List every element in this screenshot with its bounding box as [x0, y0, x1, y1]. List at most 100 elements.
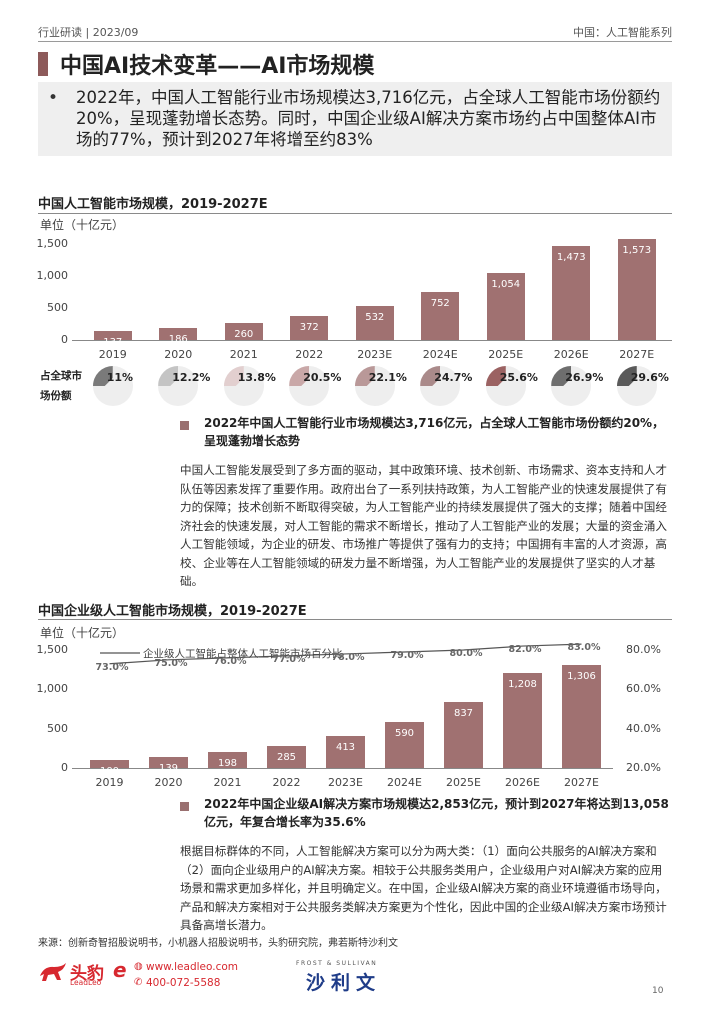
chart2-bar-value: 1,208 [508, 678, 537, 690]
chart1-share-wedge [551, 366, 572, 386]
chart2-x-tick: 2023E [328, 776, 363, 789]
chart2-x-tick: 2021 [213, 776, 242, 789]
chart2-ylabel: 单位（十亿元） [40, 626, 125, 640]
chart1-share-pie [289, 366, 330, 406]
chart2-bar-value: 413 [335, 741, 356, 753]
footer-brand-cn: 头豹 [70, 964, 104, 984]
header-left: 行业研读 | 2023/09 [38, 26, 139, 39]
chart2-bar [90, 760, 129, 768]
chart1-share-wedge [223, 366, 244, 386]
chart1-y-tick: 1,000 [36, 269, 69, 282]
chart2-y-tick: 1,000 [36, 682, 69, 696]
chart2-line-value: 73.0% [95, 661, 129, 673]
chart1-share-pie [223, 366, 264, 406]
chart2-y2-tick: 40.0% [626, 721, 661, 735]
chart1-share-label-1: 占全球市 [40, 370, 82, 382]
section1-bullet [180, 421, 189, 430]
chart2-x-tick: 2024E [387, 776, 422, 789]
chart2-x-tick: 2027E [564, 776, 599, 789]
leopard-logo-icon [38, 960, 68, 984]
chart1-share-pie [92, 366, 133, 406]
chart2-bar-value: 139 [158, 763, 179, 775]
chart2-title-divider [38, 619, 672, 620]
chart2-bar [385, 721, 424, 768]
chart1-bar-value: 532 [365, 311, 385, 323]
section1-highlight: 2022年中国人工智能行业市场规模达3,716亿元，占全球人工智能市场份额约20… [204, 416, 665, 448]
chart1-x-tick: 2022 [295, 348, 324, 361]
chart1-share-pie [420, 366, 461, 406]
chart2-y-tick: 1,500 [36, 643, 69, 656]
chart1-bar [552, 245, 591, 340]
chart1-share-label-2: 场份额 [40, 390, 72, 402]
chart2-line-value: 76.0% [213, 655, 247, 667]
chart1-bar-value: 372 [299, 322, 319, 334]
chart2-x-tick: 2019 [95, 776, 124, 789]
chart2-bar [326, 735, 365, 768]
chart2-y-tick: 500 [47, 721, 68, 735]
chart1-plot: 0 500 1,000 1,500 137 2019 186 2020 260 2021 372 20… [0, 0, 710, 420]
chart1-bar [355, 305, 394, 340]
chart1-share-value: 20.5% [303, 371, 342, 384]
partner-logo-caption: FROST & SULLIVAN [296, 960, 378, 967]
summary-bullet: • [48, 88, 59, 108]
chart2-bar [503, 672, 542, 768]
footer-phone: 400-072-5588 [146, 977, 221, 989]
chart1-x-axis [72, 340, 672, 341]
header-divider [38, 41, 672, 42]
chart1-y-tick: 500 [47, 301, 68, 314]
chart1-bar [617, 239, 656, 340]
chart2-share-line [109, 643, 582, 665]
section2-body: 根据目标群体的不同，人工智能解决方案可以分为两大类：（1）面向公共服务的AI解决… [180, 844, 667, 932]
chart2-y2-tick: 20.0% [626, 761, 661, 774]
chart1-share-wedge [485, 366, 506, 386]
chart1-bar [421, 291, 460, 340]
chart1-x-tick: 2023E [357, 348, 393, 361]
chart1-share-wedge [92, 366, 113, 386]
chart2-bar-value: 100 [99, 766, 120, 778]
chart1-bar-value: 1,573 [622, 245, 652, 257]
chart1-global-share-row: 11% 12.2% 13.8% 20.5% 22.1% 24.7% 25.6% 26.9% 29… [0, 0, 710, 420]
chart2-x-tick: 2020 [154, 776, 183, 789]
summary-text: 2022年，中国人工智能行业市场规模达3,716亿元，占全球人工智能市场份额约2… [76, 88, 661, 149]
chart1-bar-value: 137 [103, 337, 123, 349]
chart2-bar-value: 285 [276, 751, 297, 763]
chart1-share-wedge [354, 366, 375, 386]
chart1-y-tick: 0 [61, 333, 68, 346]
chart1-x-tick: 2025E [488, 348, 524, 361]
chart2-line-value: 83.0% [567, 642, 601, 654]
chart2-line-svg [100, 643, 582, 665]
chart1-share-value: 26.9% [565, 371, 604, 384]
header-right: 中国：人工智能系列 [573, 26, 672, 39]
chart1-bar [93, 331, 132, 340]
chart2-plot: 0 500 1,000 1,500 100 2019 139 2020 198 2021 285 20… [36, 642, 661, 789]
chart1-bar-value: 1,054 [491, 278, 521, 290]
chart1-x-tick: 2020 [164, 348, 193, 361]
chart1-share-wedge [420, 366, 441, 386]
chart2-y-tick: 0 [61, 761, 68, 774]
chart2-x-tick: 2022 [272, 776, 301, 789]
chart1-share-value: 25.6% [499, 371, 538, 384]
chart1-share-pie [158, 366, 199, 406]
chart1-bar-value: 260 [234, 329, 254, 341]
chart1-share-value: 24.7% [434, 371, 473, 384]
chart2-y2-tick: 80.0% [626, 643, 661, 656]
chart1-bar [159, 328, 198, 340]
chart2-line-value: 75.0% [154, 657, 188, 669]
chart2-line-value: 78.0% [331, 651, 365, 663]
chart1-title: 中国人工智能市场规模，2019-2027E [38, 197, 268, 212]
footer-website[interactable]: www.leadleo.com [146, 961, 238, 973]
chart1-x-tick: 2026E [553, 348, 589, 361]
partner-logo: 沙利文 [306, 972, 382, 994]
chart1-share-pie [616, 366, 657, 406]
chart1-share-wedge [158, 366, 179, 386]
chart1-ylabel: 单位（十亿元） [40, 218, 125, 232]
chart1-share-pie [485, 366, 526, 406]
chart1-x-tick: 2019 [98, 348, 127, 361]
chart1-x-tick: 2021 [229, 348, 258, 361]
chart2-bar-value: 837 [453, 708, 474, 720]
chart2-x-tick: 2025E [446, 776, 481, 789]
summary-box [38, 82, 672, 156]
chart2-bar [149, 757, 188, 768]
chart2-bar-value: 1,306 [567, 671, 596, 683]
chart1-share-value: 22.1% [368, 371, 407, 384]
